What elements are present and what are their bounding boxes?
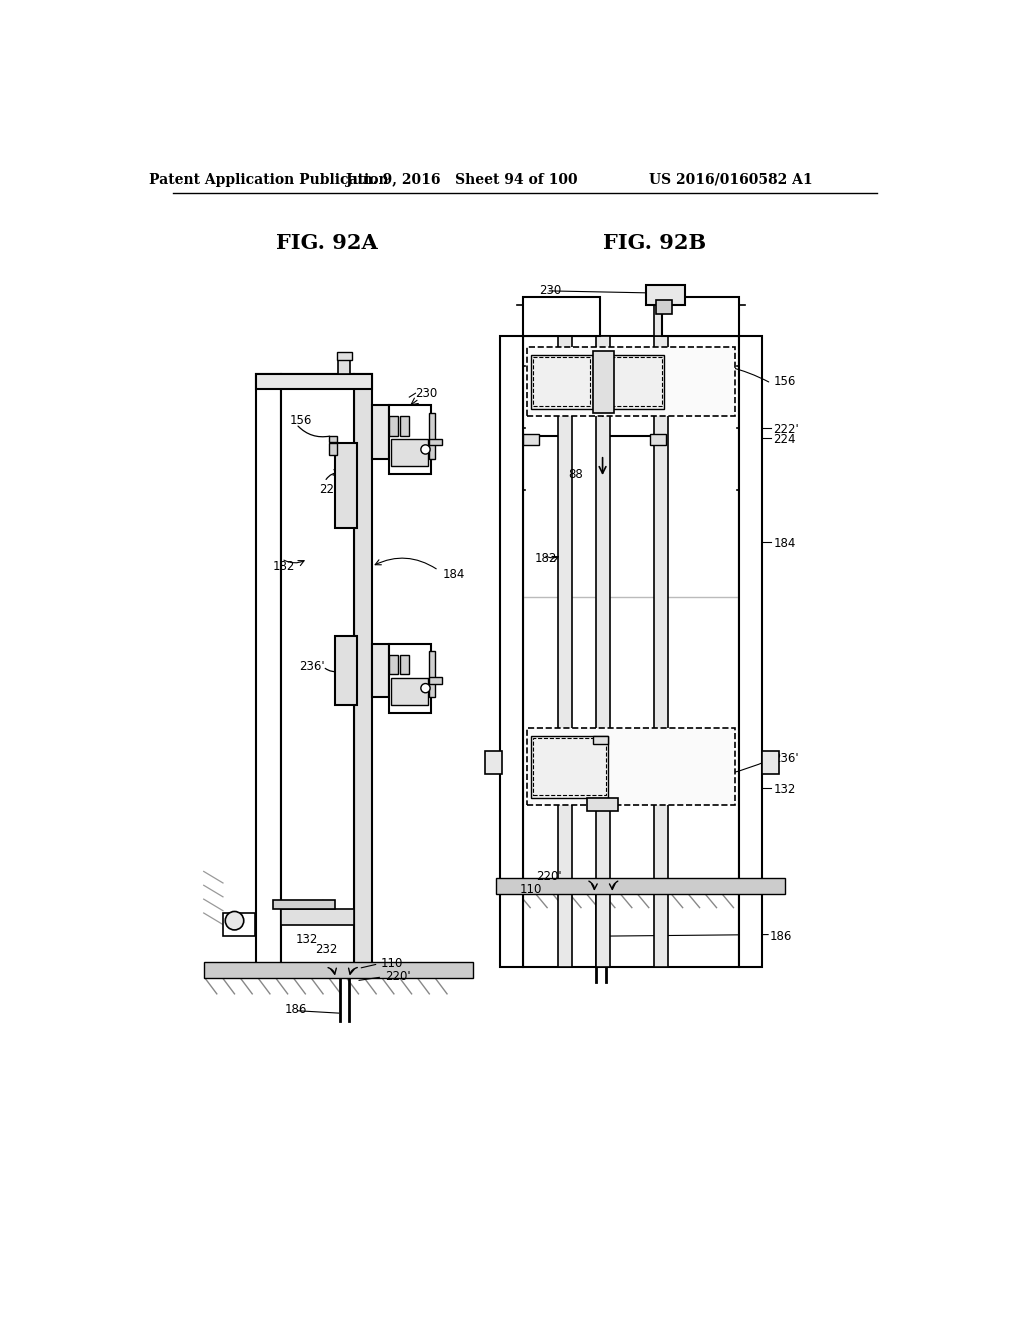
- Bar: [391, 678, 428, 705]
- Bar: [330, 436, 337, 442]
- Bar: [523, 297, 600, 335]
- Bar: [497, 878, 785, 894]
- Text: FIG. 92A: FIG. 92A: [276, 234, 378, 253]
- Bar: [337, 352, 352, 360]
- Bar: [204, 961, 473, 978]
- Bar: [273, 900, 335, 909]
- Bar: [372, 405, 388, 459]
- Bar: [500, 335, 523, 966]
- Text: FIG. 92B: FIG. 92B: [602, 234, 706, 253]
- Text: 236': 236': [299, 660, 325, 673]
- Text: 156: 156: [773, 375, 796, 388]
- Text: 232: 232: [315, 942, 338, 956]
- Bar: [223, 913, 255, 936]
- Bar: [762, 751, 779, 775]
- Text: 230: 230: [539, 284, 561, 297]
- Text: 110: 110: [381, 957, 403, 970]
- Text: 182: 182: [273, 560, 295, 573]
- Text: 186: 186: [285, 1003, 307, 1016]
- Bar: [593, 737, 608, 743]
- Text: 186: 186: [770, 929, 792, 942]
- Bar: [336, 636, 357, 705]
- Circle shape: [421, 445, 430, 454]
- Bar: [391, 440, 428, 466]
- Text: 110: 110: [519, 883, 542, 896]
- Bar: [558, 335, 571, 966]
- Bar: [523, 335, 739, 966]
- Bar: [654, 297, 668, 335]
- Bar: [534, 738, 605, 795]
- Bar: [388, 655, 397, 675]
- Bar: [662, 297, 739, 335]
- Text: 184: 184: [773, 537, 796, 550]
- Bar: [593, 351, 614, 412]
- Bar: [400, 416, 410, 436]
- Bar: [256, 374, 372, 389]
- Bar: [429, 412, 435, 459]
- Bar: [336, 444, 357, 528]
- Bar: [596, 335, 610, 966]
- Text: 184: 184: [442, 568, 465, 581]
- Circle shape: [225, 911, 244, 929]
- Text: US 2016/0160582 A1: US 2016/0160582 A1: [649, 173, 813, 187]
- Bar: [650, 434, 666, 445]
- Bar: [646, 285, 685, 305]
- Text: 222': 222': [319, 483, 345, 496]
- Bar: [654, 335, 668, 966]
- Text: 132: 132: [773, 783, 796, 796]
- Bar: [523, 434, 539, 445]
- Text: 236': 236': [773, 752, 799, 766]
- Bar: [388, 416, 397, 436]
- Bar: [527, 347, 735, 416]
- Bar: [281, 909, 354, 924]
- Text: 132: 132: [296, 933, 318, 946]
- Bar: [281, 374, 354, 966]
- Circle shape: [421, 684, 430, 693]
- Bar: [602, 355, 665, 409]
- Bar: [527, 729, 735, 805]
- Bar: [339, 360, 350, 374]
- Bar: [388, 405, 431, 474]
- Bar: [739, 335, 762, 966]
- Text: 88: 88: [567, 467, 583, 480]
- Bar: [531, 355, 593, 409]
- Bar: [354, 374, 372, 966]
- Bar: [531, 737, 608, 797]
- Text: 220': 220': [385, 970, 411, 983]
- Bar: [429, 677, 442, 684]
- Bar: [400, 655, 410, 675]
- Bar: [484, 751, 502, 775]
- Bar: [587, 797, 617, 812]
- Text: 224: 224: [773, 433, 796, 446]
- Bar: [656, 300, 672, 314]
- Bar: [429, 438, 442, 445]
- Text: 182: 182: [535, 552, 557, 565]
- Text: Patent Application Publication: Patent Application Publication: [150, 173, 389, 187]
- Bar: [388, 644, 431, 713]
- Bar: [372, 644, 388, 697]
- Text: 220': 220': [537, 870, 562, 883]
- Text: 222': 222': [773, 422, 800, 436]
- Bar: [330, 444, 337, 455]
- Text: 230: 230: [416, 387, 437, 400]
- Bar: [605, 358, 662, 407]
- Text: 156: 156: [290, 413, 312, 426]
- Bar: [534, 358, 590, 407]
- Bar: [256, 374, 281, 966]
- Bar: [429, 651, 435, 697]
- Text: Jun. 9, 2016   Sheet 94 of 100: Jun. 9, 2016 Sheet 94 of 100: [346, 173, 578, 187]
